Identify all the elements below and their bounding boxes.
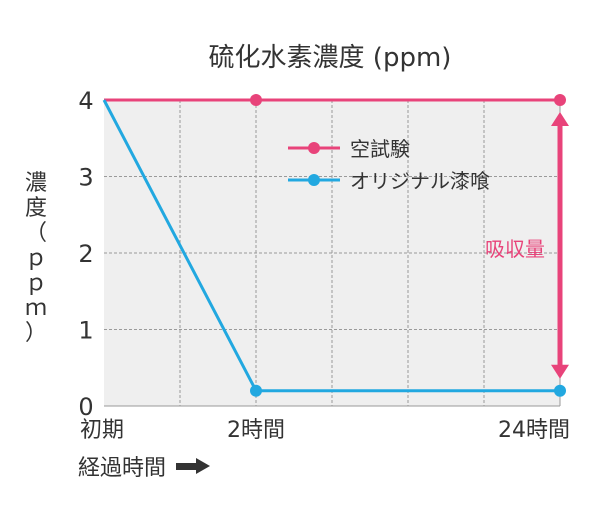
data-point — [554, 94, 566, 106]
legend-label: オリジナル漆喰 — [350, 169, 490, 193]
x-axis-label-row: 経過時間 — [78, 450, 211, 482]
y-tick-label: 4 — [78, 87, 93, 115]
y-axis-label-char: 度 — [25, 196, 47, 221]
legend-marker — [308, 142, 320, 154]
series-points — [250, 94, 566, 397]
x-tick-label: 24時間 — [498, 418, 570, 443]
data-point — [250, 94, 262, 106]
y-axis-label-char: ） — [25, 321, 47, 346]
y-axis-label-char: 濃 — [25, 171, 47, 196]
y-tick-label: 0 — [78, 393, 93, 421]
data-point — [250, 384, 262, 397]
annotation-label: 吸収量 — [485, 237, 545, 261]
chart-title: 硫化水素濃度 (ppm) — [209, 43, 452, 73]
y-tick-label: 3 — [78, 164, 93, 192]
legend-label: 空試験 — [350, 137, 410, 161]
legend-marker — [308, 174, 320, 186]
annotation-arrowhead-bottom — [551, 364, 569, 379]
y-axis-label-char: ｐ — [25, 246, 47, 271]
y-axis-label: 濃度（ｐｐｍ） — [25, 171, 47, 346]
y-axis-label-char: ｐ — [25, 271, 47, 296]
data-point — [554, 384, 566, 397]
y-tick-label: 1 — [78, 317, 93, 345]
y-axis-label-char: ｍ — [25, 296, 47, 321]
y-axis-label-char: （ — [25, 221, 47, 246]
x-tick-labels: 初期 2時間 24時間 — [80, 418, 570, 443]
right-arrow-icon — [176, 458, 211, 474]
y-tick-label: 2 — [78, 240, 93, 268]
absorption-annotation: 吸収量 — [485, 112, 569, 379]
annotation-arrowhead-top — [551, 112, 569, 126]
y-tick-labels: 0 1 2 3 4 — [78, 87, 93, 421]
x-tick-label: 初期 — [80, 418, 124, 443]
x-axis-label: 経過時間 — [78, 456, 167, 481]
x-tick-label: 2時間 — [227, 418, 285, 443]
